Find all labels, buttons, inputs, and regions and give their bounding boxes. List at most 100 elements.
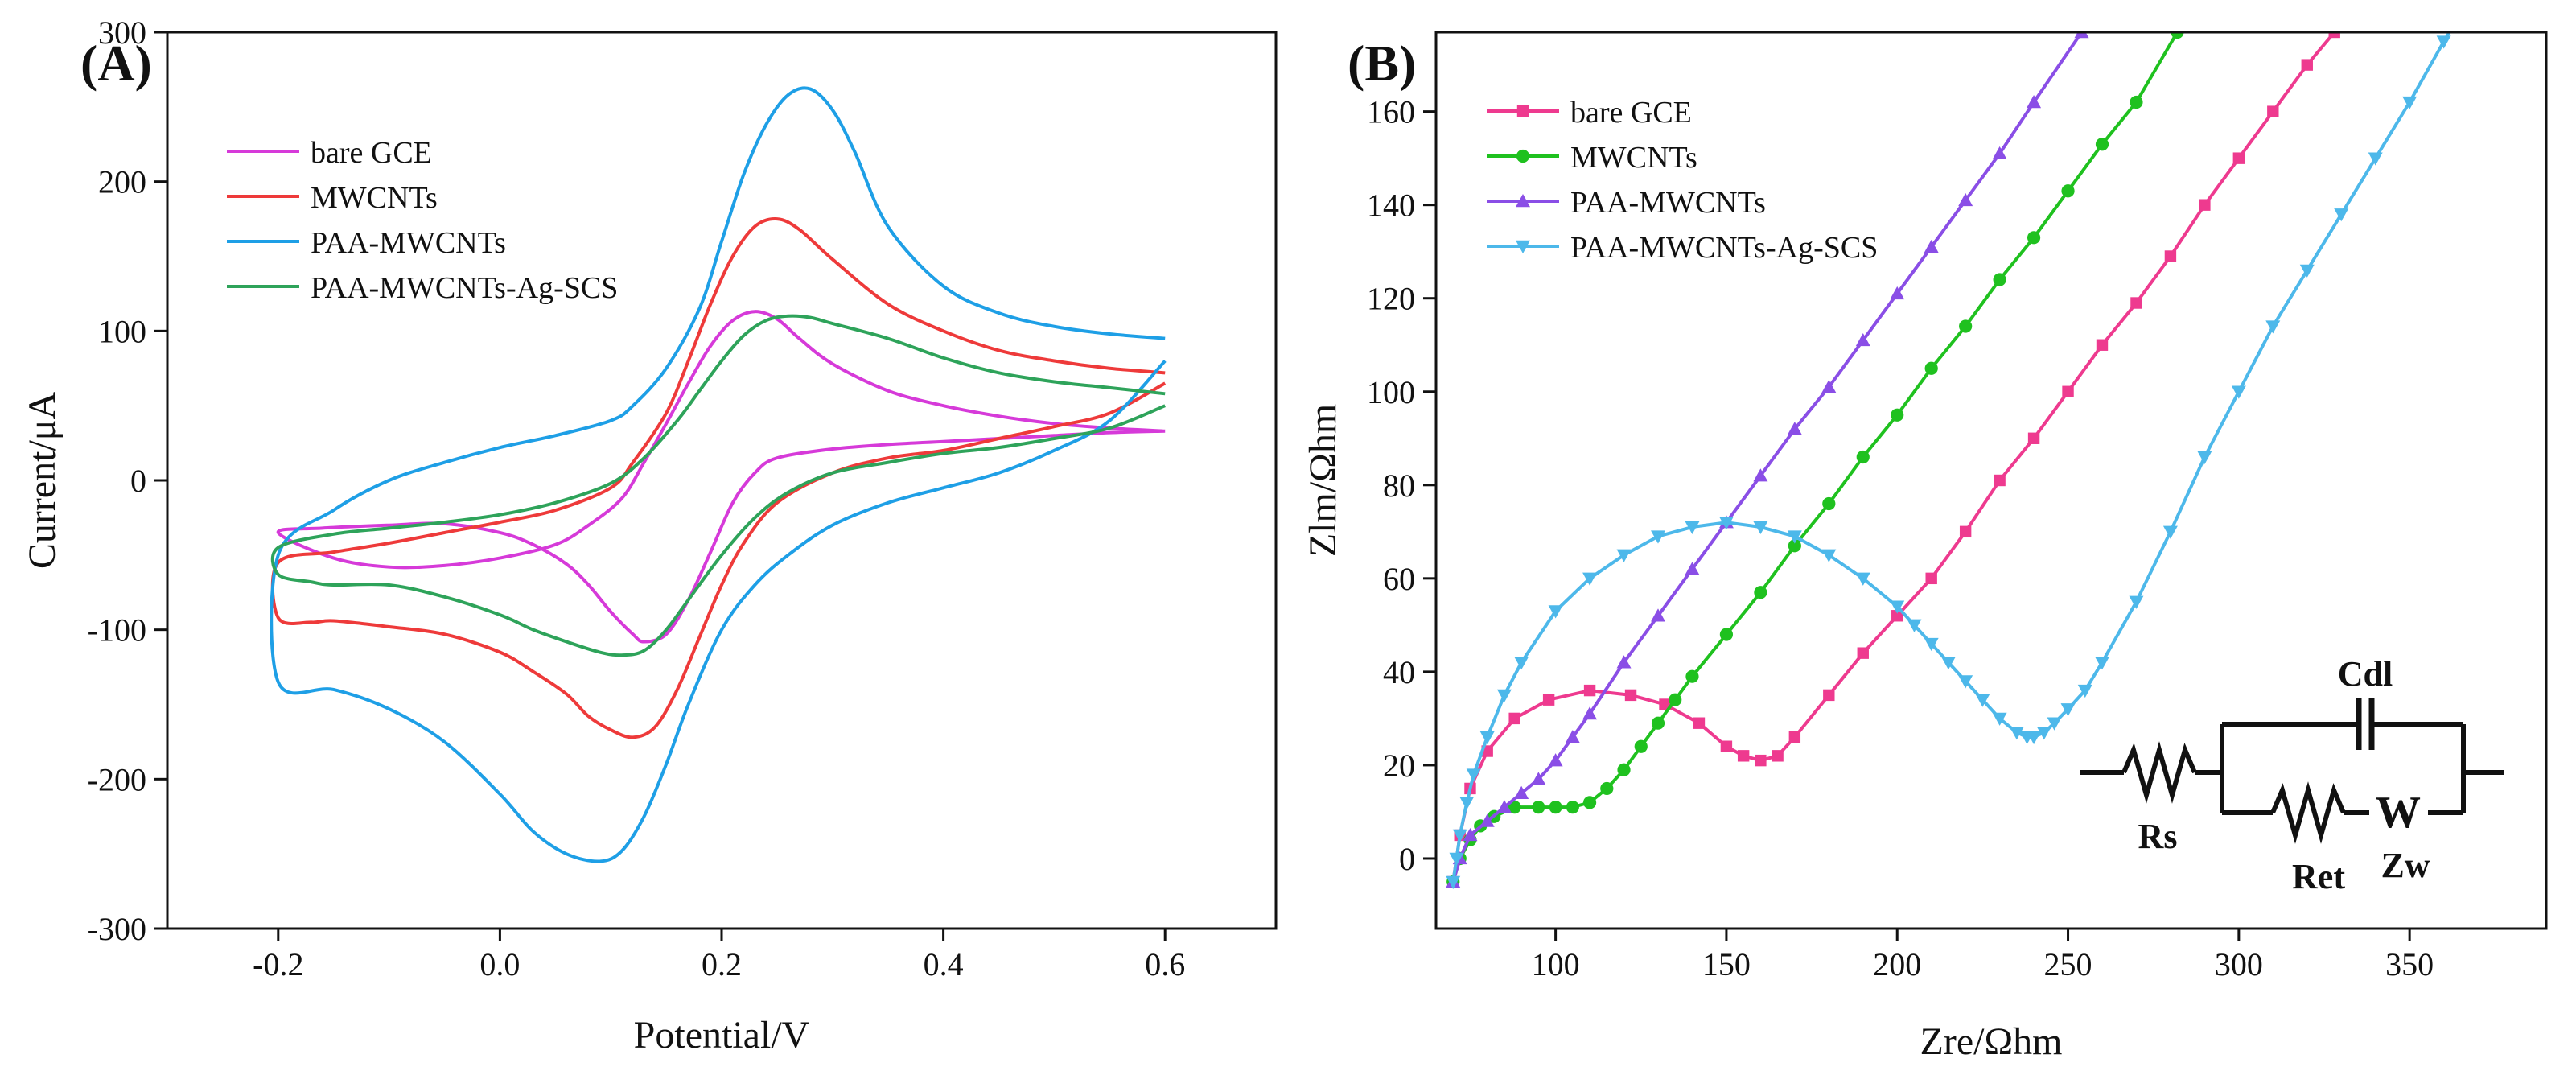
eis-series-paa-mwcnts-ag-scs-point (2095, 657, 2109, 670)
eis-legend-bare-gce: bare GCE (1487, 96, 1692, 130)
panel-b-label: (B) (1348, 35, 1416, 92)
rs-label: Rs (2138, 817, 2178, 856)
eis-series-bare-gce-point (1624, 689, 1637, 702)
eis-series-paa-mwcnts-point (1924, 239, 1939, 253)
eis-series-paa-mwcnts-point (1753, 468, 1768, 482)
eis-series-paa-mwcnts-ag-scs-point (1718, 517, 1734, 530)
eis-series-paa-mwcnts-point (1496, 800, 1512, 813)
eis-series-mwcnts-point (1924, 361, 1938, 375)
eis-series-bare-gce-point (2232, 152, 2245, 164)
eis-y-tick-label: 80 (1383, 467, 1415, 504)
eis-series-paa-mwcnts-ag-scs-point (1514, 657, 1529, 670)
eis-series-paa-mwcnts-point (1855, 332, 1870, 347)
eis-legend-paa-mwcnts-label: PAA-MWCNTs (1570, 186, 1766, 220)
eis-series-bare-gce-point (1720, 740, 1733, 752)
cv-legend-bare-gce: bare GCE (227, 136, 432, 170)
eis-series-paa-mwcnts-point (1787, 422, 1802, 435)
eis-series-paa-mwcnts-ag-scs-point (1449, 852, 1464, 866)
eis-y-tick-label: 120 (1367, 281, 1415, 317)
eis-y-tick-label: 100 (1367, 374, 1415, 410)
eis-series-mwcnts-point (2171, 32, 2184, 39)
eis-series-bare-gce-point (1994, 474, 2006, 487)
ret-resistor-symbol (2270, 781, 2346, 844)
cv-x-axis-label: Potential/V (634, 1014, 810, 1056)
eis-series-paa-mwcnts-ag-scs-point (1685, 521, 1700, 535)
eis-series-paa-mwcnts-point (1685, 562, 1700, 575)
eis-series-paa-mwcnts-ag-scs-point (1616, 549, 1632, 562)
eis-x-axis-label: Zre/Ωhm (1920, 1020, 2063, 1063)
eis-series-paa-mwcnts-ag-scs-point (1582, 572, 1598, 586)
eis-series-paa-mwcnts-ag-scs-point (1907, 619, 1922, 632)
eis-series-paa-mwcnts-ag-scs-point (1548, 605, 1563, 619)
cv-y-tick-label: 0 (130, 463, 146, 499)
cv-legend-mwcnts-label: MWCNTs (311, 181, 438, 215)
eis-series-paa-mwcnts-ag-scs-point (1496, 689, 1512, 702)
eis-series-bare-gce-point (2062, 385, 2074, 397)
eis-series-bare-gce-point (1857, 647, 1869, 659)
eis-series-paa-mwcnts-point (1616, 655, 1632, 669)
eis-series-mwcnts-point (1822, 496, 1836, 511)
eis-series-paa-mwcnts-point (1958, 192, 1973, 207)
eis-series-mwcnts-point (1582, 796, 1597, 809)
eis-series-bare-gce (1447, 32, 2340, 888)
eis-series-paa-mwcnts-ag-scs-point (1753, 521, 1768, 535)
eis-series-paa-mwcnts-ag-scs-point (2060, 703, 2076, 717)
eis-series-paa-mwcnts-ag-scs-point (1466, 768, 1481, 782)
cv-legend-bare-gce-label: bare GCE (311, 136, 432, 170)
eis-x-tick-label: 300 (2215, 946, 2263, 982)
ret-label: Ret (2292, 857, 2345, 896)
warburg-symbol: W (2376, 788, 2421, 838)
eis-legend-mwcnts-label: MWCNTs (1570, 141, 1697, 175)
eis-series-paa-mwcnts-point (1548, 753, 1563, 767)
eis-x-tick-label: 250 (2044, 946, 2092, 982)
eis-series-bare-gce-point (2267, 105, 2279, 117)
eis-y-axis-label: Zlm/Ωhm (1302, 404, 1344, 557)
eis-series-paa-mwcnts-point (1992, 146, 2007, 160)
eis-series-mwcnts-point (1669, 693, 1682, 706)
eis-series-bare-gce-point (1755, 754, 1767, 767)
eis-series-mwcnts-point (1959, 319, 1973, 333)
cv-legend-paa-mwcnts-ag-scs: PAA-MWCNTs-Ag-SCS (227, 271, 618, 305)
eis-series-paa-mwcnts-ag-scs-point (2265, 320, 2281, 334)
equivalent-circuit-diagram (2080, 698, 2504, 844)
cv-legend-paa-mwcnts-label: PAA-MWCNTs (311, 226, 506, 260)
eis-series-paa-mwcnts-ag-scs-point (2334, 208, 2349, 222)
cv-legend: bare GCE MWCNTs PAA-MWCNTs PAA-MWCNTs-Ag-SC… (227, 136, 618, 305)
cv-axis-ticks: -0.2 0.0 0.2 0.4 0.6 -300 -200 -100 0 100 200 300 (88, 14, 1186, 982)
eis-y-tick-label: 60 (1383, 561, 1415, 597)
eis-series-mwcnts-point (1617, 763, 1631, 776)
eis-y-tick-label: 0 (1399, 841, 1415, 877)
cv-legend-mwcnts: MWCNTs (227, 181, 438, 215)
eis-series-mwcnts-point (1566, 801, 1579, 814)
eis-y-tick-label: 20 (1383, 748, 1415, 784)
eis-series-bare-gce-point (2096, 339, 2109, 351)
eis-series-bare-gce-point (1693, 717, 1706, 729)
eis-series-paa-mwcnts-ag-scs-point (1855, 572, 1870, 586)
cv-legend-paa-mwcnts-ag-scs-label: PAA-MWCNTs-Ag-SCS (311, 271, 618, 305)
cv-series-group (270, 86, 1167, 863)
eis-series-paa-mwcnts-ag-scs-point (2299, 264, 2315, 278)
cv-y-tick-label: -100 (88, 612, 146, 649)
eis-series-bare-gce-point (1583, 684, 1596, 697)
cv-series-paa-mwcnts (270, 86, 1167, 863)
eis-series-paa-mwcnts-ag-scs-point (2036, 727, 2051, 740)
eis-x-tick-label: 150 (1702, 946, 1751, 982)
eis-series-mwcnts-point (1549, 801, 1562, 814)
cv-y-tick-label: -300 (88, 911, 146, 947)
cv-chart-panel: (A) -0.2 0.0 0.2 0.4 0.6 -300 -200 -100 0 100 200 3… (21, 14, 1278, 1056)
eis-series-bare-gce-point (1959, 525, 1972, 538)
eis-series-bare-gce-point (1925, 572, 1937, 585)
eis-series-paa-mwcnts-ag-scs-point (2027, 731, 2042, 745)
cdl-label: Cdl (2338, 654, 2393, 694)
eis-series-group (1446, 32, 2452, 889)
eis-series-paa-mwcnts-point (1821, 379, 1837, 393)
eis-series-mwcnts-point (2027, 231, 2041, 245)
eis-series-bare-gce-point (1772, 750, 1784, 762)
eis-series-paa-mwcnts-point (1651, 608, 1665, 622)
eis-series-mwcnts-point (2061, 184, 2075, 198)
eis-series-mwcnts-point (1532, 801, 1545, 814)
eis-series-paa-mwcnts-ag-scs-point (2197, 451, 2212, 464)
eis-series-mwcnts-point (1788, 539, 1801, 553)
